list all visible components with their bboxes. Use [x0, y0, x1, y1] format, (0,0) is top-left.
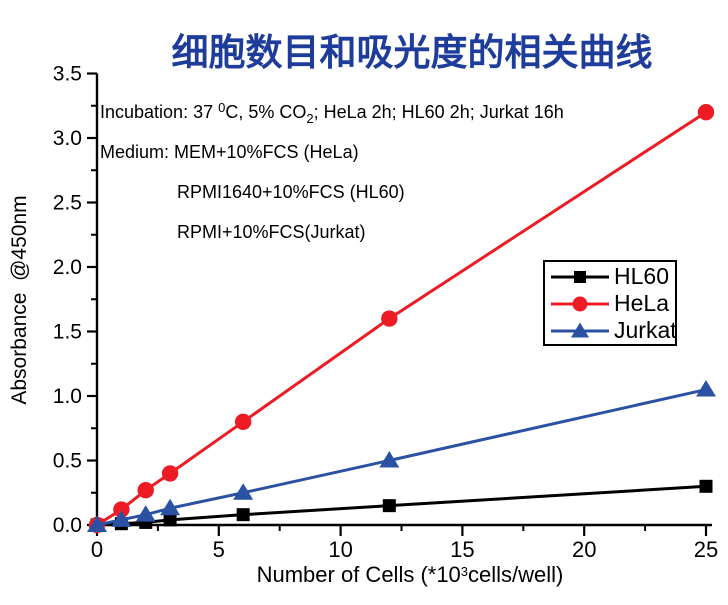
- series-marker-triangle: [135, 505, 156, 522]
- series-marker-square: [382, 499, 396, 513]
- annotation-text: Medium: MEM+10%FCS (HeLa): [100, 142, 359, 162]
- legend: HL60 HeLa Jurkat: [543, 260, 677, 346]
- annotation-text: ; HeLa 2h; HL60 2h; Jurkat 16h: [313, 102, 564, 122]
- series-marker-triangle: [87, 515, 107, 532]
- series-marker-square: [699, 479, 713, 493]
- x-axis-label-text: Number of Cells (*10: [256, 562, 461, 587]
- legend-label: HeLa: [614, 290, 669, 316]
- y-tick-label: 1.5: [53, 321, 82, 344]
- y-tick-label: 2.0: [53, 256, 82, 279]
- annotation-line: Medium: MEM+10%FCS (HeLa): [100, 143, 564, 161]
- series-marker-square: [236, 508, 250, 522]
- legend-item-hela: HeLa: [545, 290, 675, 317]
- x-axis-label-text: 3: [460, 564, 469, 579]
- series-marker-circle: [697, 104, 715, 121]
- x-axis-label: Number of Cells (*103cells/well): [257, 562, 564, 588]
- y-tick-label: 0.5: [53, 450, 82, 473]
- x-axis-label-text: cells/well): [468, 562, 564, 587]
- legend-label: Jurkat: [614, 317, 677, 343]
- chart-title: 细胞数目和吸光度的相关曲线: [171, 32, 653, 73]
- x-tick-label: 5: [213, 537, 225, 562]
- y-tick-label: 3.5: [53, 63, 82, 86]
- legend-item-jurkat: Jurkat: [545, 317, 677, 344]
- annotation-line: RPMI+10%FCS(Jurkat): [100, 223, 564, 241]
- legend-marker-shape: [572, 296, 588, 311]
- y-tick-label: 0.0: [53, 514, 82, 537]
- series-marker-circle: [161, 465, 179, 482]
- annotation-block: Incubation: 37 0C, 5% CO2; HeLa 2h; HL60…: [100, 100, 564, 263]
- annotation-text: RPMI+10%FCS(Jurkat): [177, 222, 366, 242]
- legend-item-hl60: HL60: [545, 263, 675, 290]
- legend-marker-circle-icon: [551, 296, 609, 311]
- y-tick-label: 1.0: [53, 385, 82, 408]
- annotation-text: Incubation: 37: [100, 102, 219, 122]
- legend-label: HL60: [614, 263, 669, 289]
- series-marker-circle: [381, 310, 398, 327]
- x-tick-label: 0: [91, 537, 103, 562]
- annotation-text: C, 5% CO: [225, 102, 307, 122]
- x-tick-label: 15: [450, 537, 474, 562]
- series-marker-triangle: [111, 510, 132, 527]
- y-tick-label: 3.0: [53, 127, 82, 150]
- legend-marker-triangle-icon: [551, 322, 609, 337]
- annotation-text: RPMI1640+10%FCS (HL60): [177, 182, 405, 202]
- y-tick-label: 2.5: [53, 192, 82, 215]
- annotation-text: 2: [306, 111, 314, 126]
- annotation-text: 0: [218, 100, 226, 115]
- series-marker-triangle: [696, 380, 716, 397]
- series-marker-circle: [113, 501, 130, 518]
- x-tick-label: 25: [694, 537, 718, 562]
- series-marker-circle: [137, 481, 154, 499]
- series-marker-triangle: [379, 451, 400, 468]
- series-marker-circle: [234, 413, 252, 430]
- legend-marker-square-icon: [551, 270, 609, 283]
- x-tick-label: 20: [572, 537, 596, 562]
- series-marker-triangle: [233, 483, 254, 500]
- x-tick-label: 10: [328, 537, 352, 562]
- series-marker-square: [163, 513, 177, 527]
- legend-marker-shape: [571, 322, 589, 337]
- annotation-line: Incubation: 37 0C, 5% CO2; HeLa 2h; HL60…: [100, 100, 564, 125]
- annotation-line: RPMI1640+10%FCS (HL60): [100, 183, 564, 201]
- series-marker-triangle: [160, 498, 181, 516]
- legend-marker-shape: [574, 270, 586, 283]
